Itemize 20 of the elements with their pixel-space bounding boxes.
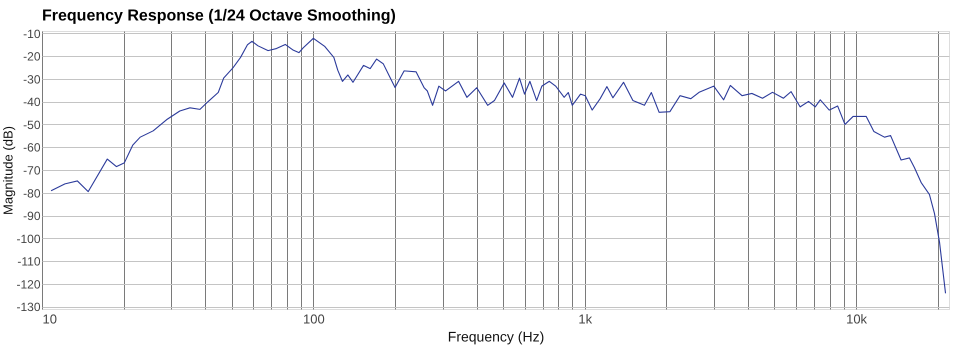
- y-tick-label: -120: [16, 277, 41, 292]
- x-tick-label: 100: [303, 312, 325, 326]
- y-tick-label: -30: [23, 72, 41, 86]
- y-axis-title: Magnitude (dB): [0, 126, 16, 215]
- x-tick-label: 1k: [578, 312, 593, 326]
- y-tick-label: -90: [23, 209, 41, 224]
- y-tick-label: -60: [23, 140, 41, 155]
- x-axis-title: Frequency (Hz): [448, 328, 544, 344]
- y-tick-label: -130: [16, 300, 41, 314]
- chart-title: Frequency Response (1/24 Octave Smoothing): [42, 7, 396, 24]
- y-tick-label: -40: [23, 95, 41, 110]
- y-tick-label: -100: [16, 232, 41, 246]
- y-tick-label: -20: [23, 50, 41, 64]
- y-tick-label: -110: [17, 254, 41, 269]
- y-tick-label: -70: [23, 164, 41, 178]
- y-tick-label: -10: [23, 26, 41, 41]
- y-tick-label: -50: [23, 118, 41, 132]
- x-tick-label: 10k: [846, 312, 868, 326]
- x-tick-label: 10: [42, 312, 57, 326]
- y-tick-label: -80: [23, 186, 41, 200]
